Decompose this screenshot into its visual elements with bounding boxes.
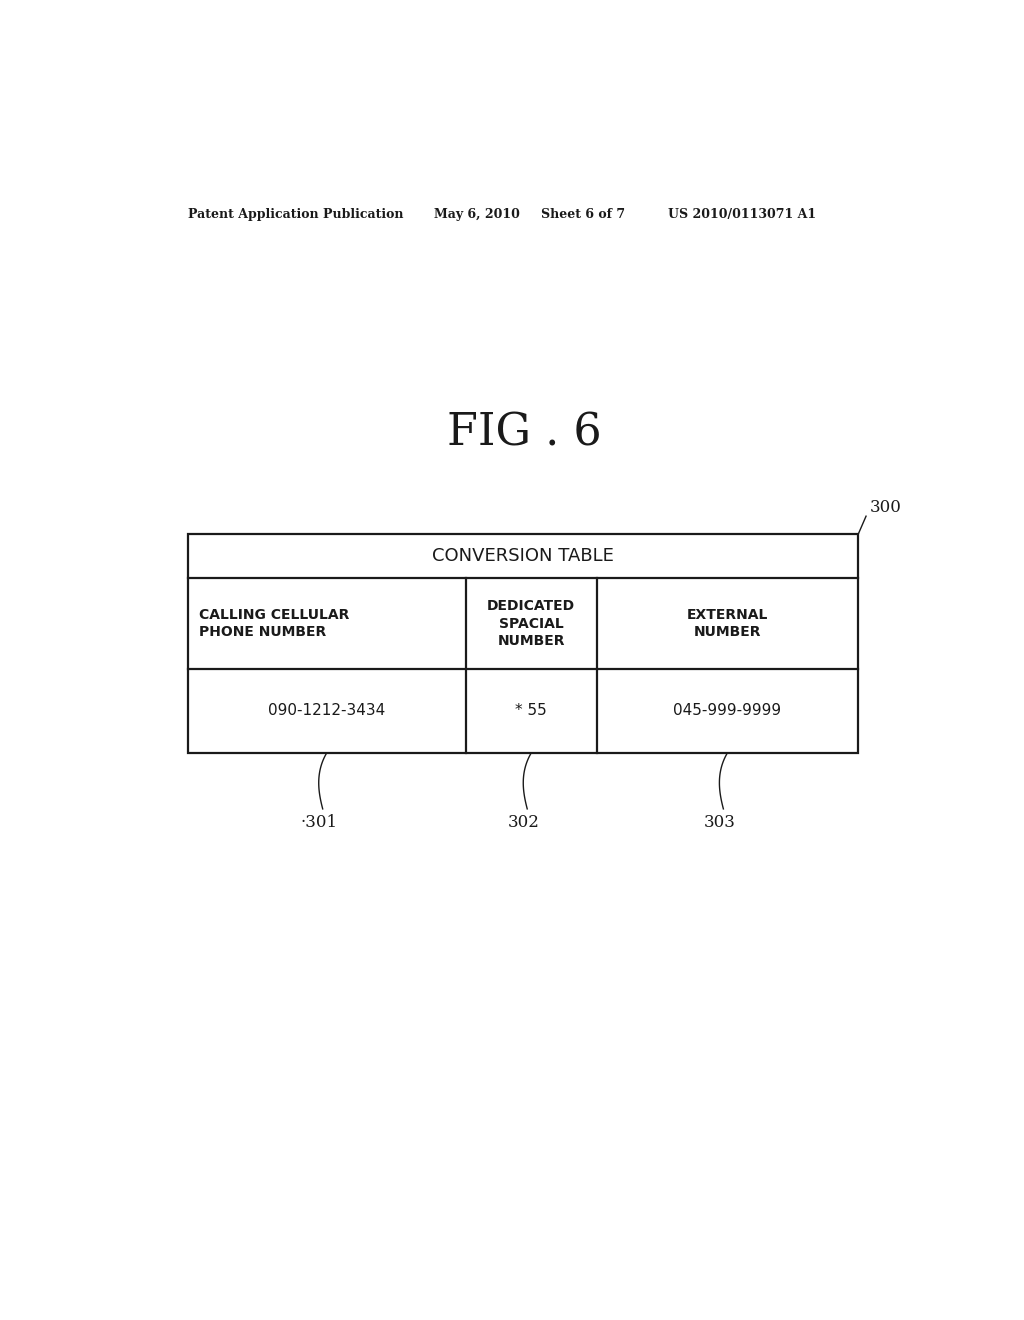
Text: Patent Application Publication: Patent Application Publication xyxy=(187,207,403,220)
Bar xyxy=(187,535,858,752)
Text: FIG . 6: FIG . 6 xyxy=(447,412,602,454)
Text: Sheet 6 of 7: Sheet 6 of 7 xyxy=(541,207,625,220)
Text: 300: 300 xyxy=(870,499,902,516)
Text: 045-999-9999: 045-999-9999 xyxy=(674,704,781,718)
Text: EXTERNAL
NUMBER: EXTERNAL NUMBER xyxy=(687,607,768,639)
Text: CALLING CELLULAR
PHONE NUMBER: CALLING CELLULAR PHONE NUMBER xyxy=(200,607,350,639)
Text: * 55: * 55 xyxy=(515,704,547,718)
Text: US 2010/0113071 A1: US 2010/0113071 A1 xyxy=(668,207,816,220)
Text: DEDICATED
SPACIAL
NUMBER: DEDICATED SPACIAL NUMBER xyxy=(487,599,575,648)
Text: 302: 302 xyxy=(507,814,540,832)
Text: 090-1212-3434: 090-1212-3434 xyxy=(268,704,385,718)
Text: ·301: ·301 xyxy=(300,814,337,832)
Text: 303: 303 xyxy=(703,814,735,832)
Text: May 6, 2010: May 6, 2010 xyxy=(433,207,519,220)
Text: CONVERSION TABLE: CONVERSION TABLE xyxy=(432,548,613,565)
